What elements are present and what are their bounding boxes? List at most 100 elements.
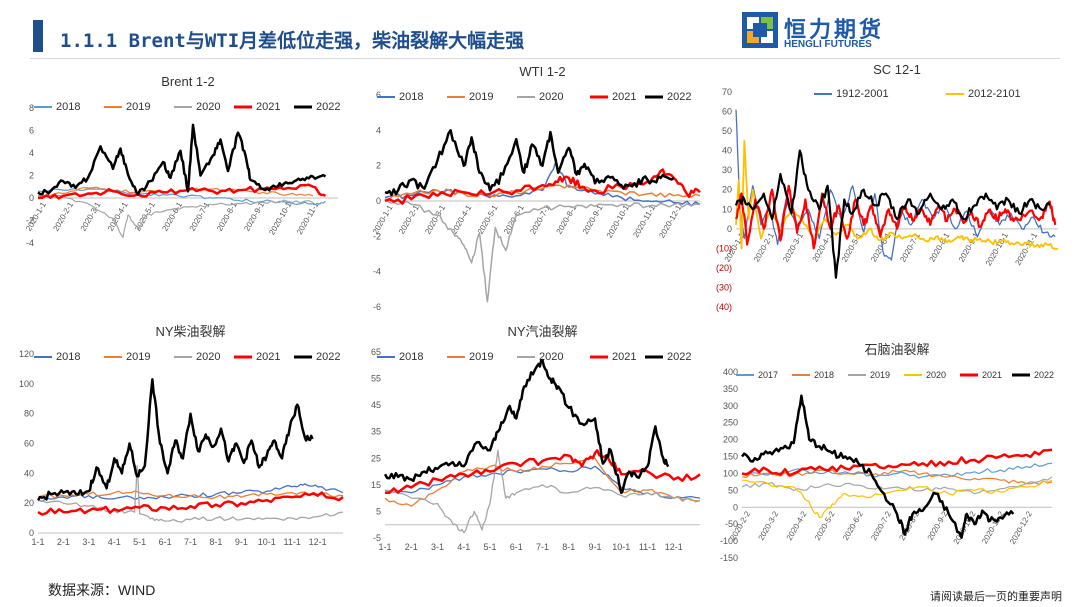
legend-label-2018: 2018 [56,351,80,363]
chart-naphtha-crack: 石脑油裂解 -150 -100 -50 0 50 100 150 200 250 300 350 400… [720,342,1054,563]
legend-label-2020: 2020 [539,91,563,103]
x-tick-label: 2-1 [57,537,70,547]
header-bar [33,20,43,52]
series-line-2020 [384,449,701,534]
y-tick-label: -2 [373,231,381,241]
x-tick-label: 10-1 [612,542,630,552]
y-tick-label: 20 [722,185,732,195]
x-tick-label: 6-1 [510,542,523,552]
x-tick-label: 3-1 [431,542,444,552]
series-line-2021 [37,491,344,516]
chart-title: NY汽油裂解 [507,324,577,339]
y-tick-label: 20 [24,498,34,508]
x-tick-label: 12-1 [309,537,327,547]
legend-label-2018: 2018 [399,91,423,103]
logo-mark-icon [742,12,778,48]
legend-label-2021: 2021 [612,91,636,103]
legend-label-2018: 2018 [399,351,423,363]
series-line-2019 [37,490,344,500]
y-tick-label: 60 [24,439,34,449]
legend-label-2020: 2020 [196,101,220,113]
x-tick-label: 1-1 [378,542,391,552]
x-tick-label: 10-1 [258,537,276,547]
x-tick-label: 2020-7-2 [869,509,893,542]
x-tick-label: 2020-2-1 [397,203,421,236]
x-tick-label: 2020-3-1 [423,203,447,236]
y-tick-label: 0 [29,193,34,203]
legend-label-2018: 2018 [56,101,80,113]
chart-title: Brent 1-2 [161,74,214,89]
legend-label-2021: 2021 [612,351,636,363]
x-tick-label: 7-1 [536,542,549,552]
y-tick-label: 50 [722,126,732,136]
y-tick-label: 0 [733,502,738,512]
x-tick-label: 2020-11-1 [1014,231,1040,267]
x-tick-label: 2020-8-2 [897,509,921,542]
y-tick-label: 150 [723,452,738,462]
series-line-2018 [37,483,344,503]
y-tick-label: 30 [722,165,732,175]
x-tick-label: 2020-6-1 [160,200,184,233]
y-tick-label: 4 [376,125,381,135]
y-tick-label: 50 [728,485,738,495]
legend-label-2020: 2020 [539,351,563,363]
y-tick-label: 120 [19,349,34,359]
y-tick-label: 350 [723,384,738,394]
x-tick-label: 1-1 [31,537,44,547]
logo-cn-text: 恒力期货 [784,18,885,43]
x-tick-label: 2020-3-2 [757,509,781,542]
y-tick-label: 5 [376,506,381,516]
y-tick-label: 60 [722,107,732,117]
x-tick-label: 5-1 [483,542,496,552]
y-tick-label: -5 [373,533,381,543]
legend-label-2019: 2019 [126,101,150,113]
x-tick-label: 2020-8-1 [928,231,952,264]
series-line-series-3 [734,149,1051,279]
series-line-2022 [384,129,675,197]
x-tick-label: 2020-11-1 [631,203,657,239]
chart-ny-diesel-crack: NY柴油裂解 0 20 40 60 80 100 120 1-1 2-1 3-1 4-1 5-1 6-1 7… [19,324,344,547]
chart-title: 石脑油裂解 [864,342,929,357]
header-divider [30,58,1060,59]
series-line-2021 [384,449,701,495]
series-line-2020 [37,465,344,523]
x-tick-label: 9-1 [235,537,248,547]
y-tick-label: 0 [29,528,34,538]
series-line-2020 [741,479,1053,518]
x-tick-label: 2020-11-2 [980,509,1006,545]
legend-label-2018: 2018 [814,370,834,380]
y-tick-label: 8 [29,103,34,113]
series-line-2022 [383,358,670,495]
x-tick-label: 5-1 [133,537,146,547]
x-tick-label: 2020-10-1 [605,203,631,240]
x-tick-label: 6-1 [159,537,172,547]
x-tick-label: 12-1 [665,542,683,552]
series-line-2020 [384,198,701,303]
legend-label-2020: 2020 [926,370,946,380]
y-tick-label: 250 [723,418,738,428]
x-tick-label: 2020-9-1 [242,200,266,233]
y-tick-label: -2 [26,216,34,226]
x-tick-label: 2020-6-2 [841,509,865,542]
series-line-series-2 [734,184,1057,250]
x-tick-label: 2020-10-1 [267,200,293,237]
y-tick-label: (10) [716,243,732,253]
x-tick-label: 8-1 [562,542,575,552]
y-tick-label: 35 [371,427,381,437]
legend-label-2022: 2022 [316,101,340,113]
y-tick-label: 100 [723,468,738,478]
legend-label-2019: 2019 [469,351,493,363]
y-tick-label: 45 [371,400,381,410]
x-tick-label: 4-1 [457,542,470,552]
legend-label-2022: 2022 [1034,370,1054,380]
y-tick-label: 0 [376,196,381,206]
y-tick-label: 40 [24,468,34,478]
x-tick-label: 7-1 [184,537,197,547]
x-tick-label: 2020-8-1 [555,203,579,236]
y-tick-label: 15 [371,480,381,490]
legend-label-2019: 2019 [870,370,890,380]
x-tick-label: 2020-2-1 [752,231,776,264]
series-line-2017 [742,462,1053,479]
y-tick-label: (20) [716,263,732,273]
